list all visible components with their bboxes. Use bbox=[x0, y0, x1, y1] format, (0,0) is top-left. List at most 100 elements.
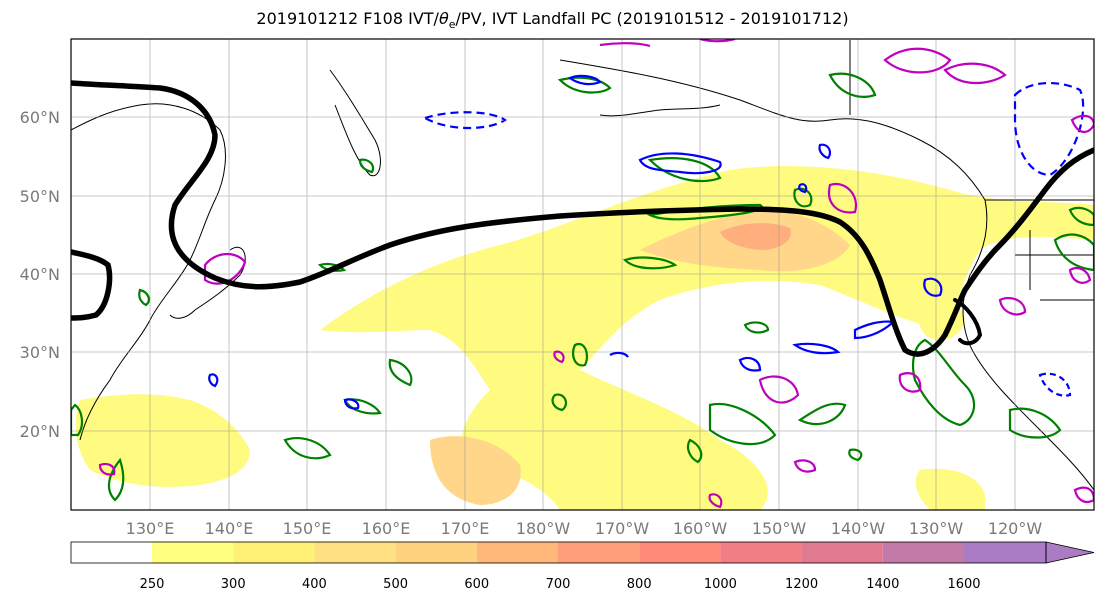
ivt-region-high bbox=[720, 223, 791, 250]
map-title: 2019101212 F108 IVT/θe/PV, IVT Landfall … bbox=[256, 9, 849, 32]
lon-label: 130°E bbox=[126, 519, 175, 538]
lon-label: 170°W bbox=[595, 519, 650, 538]
theta-e-contour bbox=[797, 402, 847, 426]
colorbar-tick-label: 1000 bbox=[704, 577, 737, 592]
ivt-region-low-east bbox=[916, 296, 965, 340]
colorbar-extend-arrow bbox=[1046, 542, 1094, 563]
colorbar-segment bbox=[720, 542, 802, 563]
landfall-contour bbox=[98, 462, 116, 476]
landfall-contour bbox=[827, 182, 858, 214]
landfall-contour bbox=[943, 62, 1007, 85]
landfall-contour bbox=[699, 39, 736, 43]
ivt-region-mid-2 bbox=[430, 436, 521, 505]
landfall-contour bbox=[1070, 114, 1094, 133]
theta-e-negative-contour bbox=[343, 398, 360, 410]
theta-e-contour bbox=[828, 72, 877, 98]
colorbar-tick-label: 800 bbox=[627, 577, 652, 592]
colorbar-tick-label: 1600 bbox=[947, 577, 980, 592]
map-panel bbox=[71, 39, 1094, 510]
latitude-labels: 60°N 50°N 40°N 30°N 20°N bbox=[20, 108, 60, 441]
lon-label: 160°W bbox=[673, 519, 728, 538]
lon-label: 150°E bbox=[283, 519, 332, 538]
landfall-contour bbox=[1068, 266, 1092, 284]
coast-north-america bbox=[962, 199, 1094, 491]
theta-e-contour bbox=[708, 402, 777, 446]
colorbar-segment bbox=[558, 542, 640, 563]
ivt-shading bbox=[75, 166, 1094, 510]
theta-e-contour bbox=[622, 256, 678, 270]
colorbar-tick-label: 600 bbox=[464, 577, 489, 592]
theta-e-contour bbox=[743, 321, 770, 334]
theta-e-contour bbox=[647, 157, 722, 182]
landfall-contour bbox=[1073, 486, 1094, 504]
gridlines bbox=[71, 39, 1094, 510]
theta-e-contour bbox=[317, 262, 347, 272]
colorbar-segment bbox=[476, 542, 558, 563]
colorbar-segment-below bbox=[71, 542, 152, 563]
theta-e-negative-contour bbox=[792, 342, 841, 355]
colorbar-tick-label: 250 bbox=[140, 577, 165, 592]
theta-e-negative-contour bbox=[738, 356, 762, 372]
landfall-contour bbox=[883, 47, 952, 74]
coast-japan bbox=[169, 247, 246, 319]
theta-e-contour bbox=[848, 448, 863, 462]
lat-label: 40°N bbox=[20, 265, 60, 284]
landfall-contour bbox=[203, 253, 247, 285]
lat-label: 20°N bbox=[20, 422, 60, 441]
ivt-region-low-south bbox=[915, 468, 985, 510]
lon-label: 120°W bbox=[988, 519, 1043, 538]
coast-alaska bbox=[559, 59, 986, 201]
lat-label: 50°N bbox=[20, 187, 60, 206]
longitude-labels: 130°E 140°E 150°E 160°E 170°E 180°W 170°… bbox=[126, 519, 1043, 538]
map-frame bbox=[70, 38, 1095, 511]
lat-label: 30°N bbox=[20, 343, 60, 362]
theta-e-contour bbox=[911, 338, 976, 427]
colorbar-segment bbox=[395, 542, 477, 563]
coast-kamchatka bbox=[329, 69, 381, 177]
coast-asia bbox=[71, 103, 226, 441]
colorbar: 250 300 400 500 600 700 800 1000 1200 1400 1600 bbox=[70, 541, 1095, 592]
coast-aleutians bbox=[599, 104, 721, 117]
theta-e-contour bbox=[71, 403, 84, 437]
lon-label: 160°E bbox=[362, 519, 411, 538]
colorbar-segment bbox=[882, 542, 964, 563]
landfall-contour bbox=[708, 493, 723, 509]
theta-e-contour bbox=[557, 76, 612, 94]
theta-e-negative-contour bbox=[567, 74, 602, 86]
colorbar-tick-label: 1400 bbox=[866, 577, 899, 592]
theta-e-contour bbox=[358, 158, 375, 174]
theta-e-negative-contour bbox=[638, 152, 722, 175]
theta-e-contour bbox=[571, 342, 589, 367]
colorbar-segment bbox=[233, 542, 315, 563]
theta-e-negative-contour bbox=[818, 143, 832, 160]
pv-contour-east bbox=[953, 298, 983, 346]
theta-e-contour bbox=[1068, 206, 1094, 227]
landfall-contour bbox=[599, 42, 651, 48]
lon-label: 180°W bbox=[516, 519, 571, 538]
ivt-region-low bbox=[320, 166, 1094, 510]
theta-e-contour bbox=[1008, 407, 1062, 439]
landfall-contour bbox=[758, 375, 800, 404]
lon-label: 140°W bbox=[831, 519, 886, 538]
landfall-contour bbox=[898, 372, 922, 393]
theta-e-contour bbox=[793, 187, 813, 208]
landfall-contour bbox=[793, 459, 817, 473]
colorbar-tick-label: 700 bbox=[546, 577, 571, 592]
theta-e-negative-contours bbox=[208, 74, 1085, 410]
colorbar-segment bbox=[801, 542, 883, 563]
theta-e-negative-contour bbox=[1038, 372, 1072, 397]
lat-label: 60°N bbox=[20, 108, 60, 127]
theta-e-contour bbox=[138, 288, 150, 307]
colorbar-segment bbox=[964, 542, 1046, 563]
colorbar-segment bbox=[314, 542, 396, 563]
theta-e-contour bbox=[1053, 233, 1094, 272]
theta-e-negative-contour bbox=[609, 351, 629, 358]
landfall-contour bbox=[998, 296, 1027, 316]
theta-e-contour bbox=[686, 438, 703, 464]
lon-label: 150°W bbox=[752, 519, 807, 538]
theta-e-negative-contour bbox=[1013, 81, 1085, 177]
colorbar-tick-label: 500 bbox=[383, 577, 408, 592]
pv-contour bbox=[71, 80, 1094, 357]
theta-e-negative-contour bbox=[422, 111, 507, 130]
